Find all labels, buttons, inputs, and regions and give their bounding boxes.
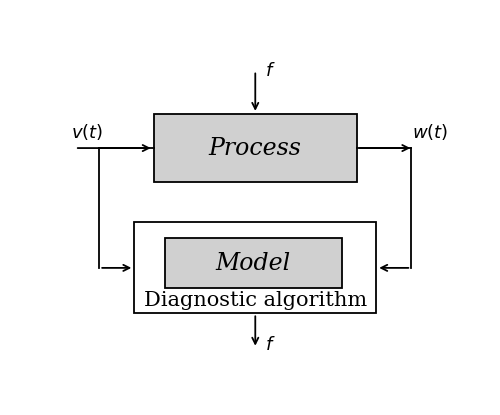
Text: $f$: $f$ [265, 337, 276, 354]
Text: Model: Model [216, 251, 291, 275]
FancyBboxPatch shape [134, 222, 376, 313]
Text: $v(t)$: $v(t)$ [71, 122, 103, 142]
Text: Process: Process [209, 137, 302, 159]
Text: $w(t)$: $w(t)$ [412, 122, 448, 142]
FancyBboxPatch shape [154, 114, 357, 183]
Text: Diagnostic algorithm: Diagnostic algorithm [144, 291, 367, 310]
Text: $f$: $f$ [265, 61, 276, 80]
FancyBboxPatch shape [165, 238, 342, 288]
